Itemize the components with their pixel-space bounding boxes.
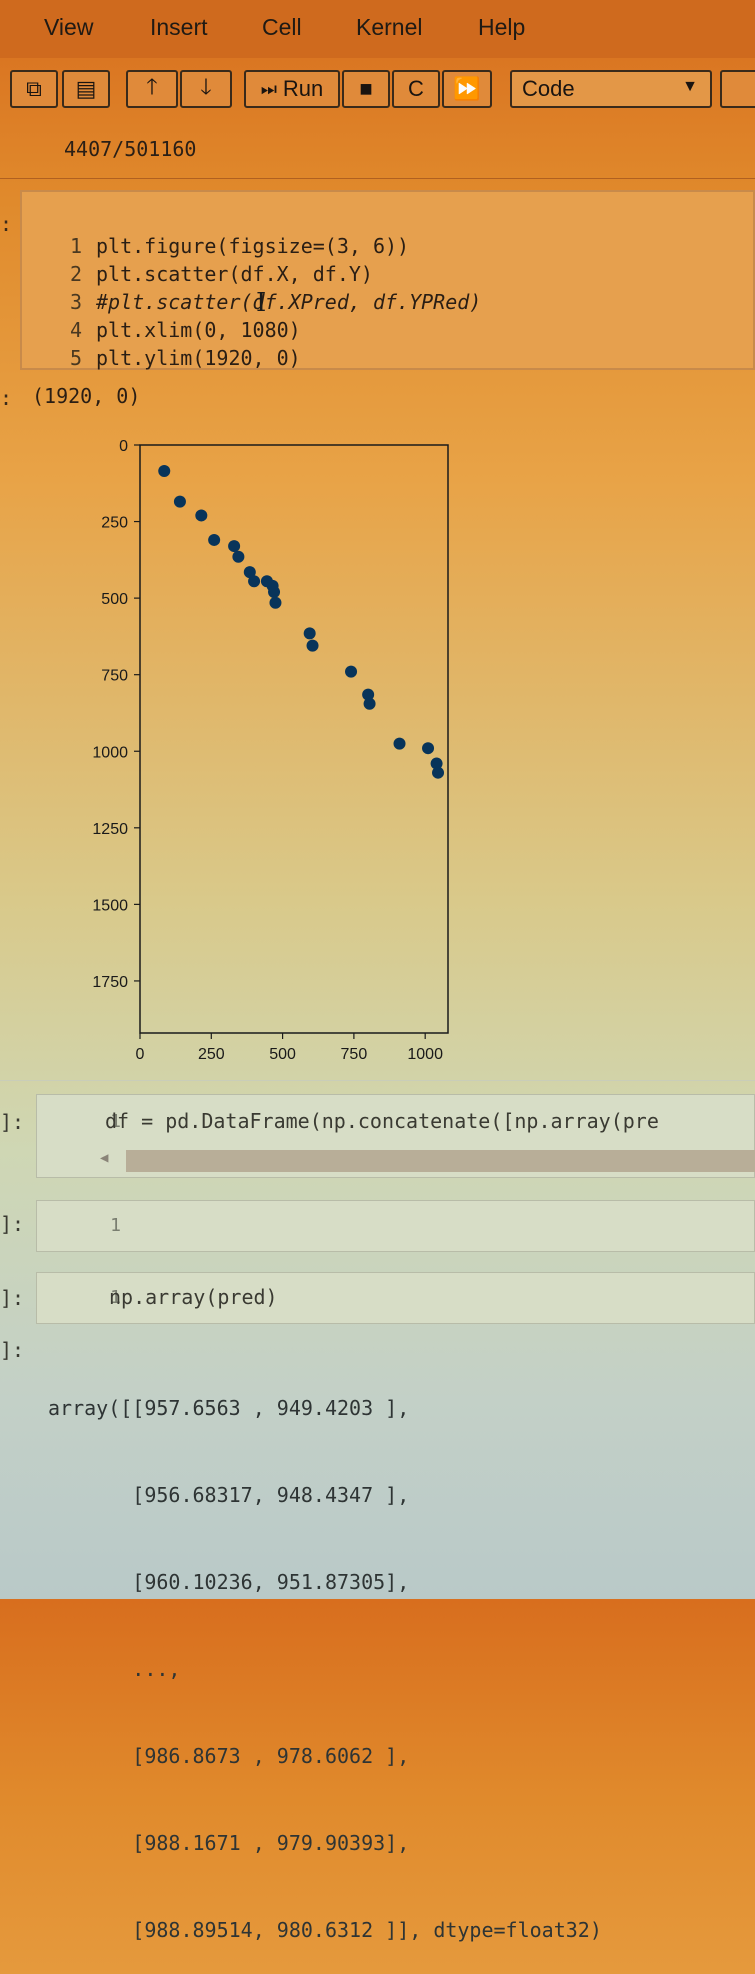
y-tick-label: 1250 — [92, 821, 128, 838]
data-point — [269, 596, 282, 609]
output-line: [956.68317, 948.4347 ], — [48, 1483, 410, 1507]
chevron-left-icon[interactable]: ◀ — [100, 1150, 109, 1166]
data-point — [195, 509, 208, 522]
y-tick-label: 0 — [119, 438, 128, 455]
y-tick-label: 250 — [101, 515, 128, 532]
code-line: 3 #plt.scatter(df.XPred, df.YPRed) — [69, 290, 482, 314]
output-line: 4407/501160 — [64, 137, 197, 161]
data-point — [158, 465, 171, 478]
run-label: Run — [282, 76, 324, 101]
x-tick-label: 1000 — [407, 1046, 443, 1063]
code-line: np.array(pred) — [109, 1285, 278, 1309]
code-line: 5 plt.ylim(1920, 0) — [69, 346, 301, 370]
output-prompt: ]: — [0, 1338, 25, 1362]
copy-button[interactable]: ⧉ — [10, 70, 58, 108]
fast-forward-icon: ⏩ — [453, 76, 481, 101]
x-tick-label: 0 — [136, 1046, 145, 1063]
data-point — [306, 639, 319, 652]
scatter-chart: 0 250 500 750 1000 1250 1500 1750 0 250 500 750 1000 — [92, 438, 449, 1063]
menu-view[interactable]: View — [44, 14, 94, 40]
cell-divider — [0, 1080, 755, 1081]
horizontal-scrollbar[interactable] — [126, 1150, 755, 1172]
menubar: View Insert Cell Kernel Help — [0, 0, 755, 58]
output-line: [960.10236, 951.87305], — [48, 1570, 410, 1594]
data-point — [362, 688, 375, 701]
move-up-button[interactable]: 🡑 — [126, 70, 178, 108]
menu-help[interactable]: Help — [478, 14, 526, 40]
data-point — [248, 575, 261, 588]
input-prompt: : — [0, 212, 13, 236]
chevron-down-icon: ▼ — [682, 78, 698, 95]
run-icon: ⏭ — [260, 78, 277, 99]
code-cell[interactable]: 1 plt.figure(figsize=(3, 6)) 2 plt.scatter… — [20, 190, 755, 370]
menu-cell[interactable]: Cell — [262, 14, 302, 40]
paste-icon: ▤ — [75, 76, 97, 101]
input-prompt: ]: — [0, 1212, 25, 1236]
x-tick-label: 250 — [198, 1046, 225, 1063]
array-output: array([[957.6563 , 949.4203 ], [956.6831… — [48, 1336, 602, 1974]
code-line: df = pd.DataFrame(np.concatenate([np.arr… — [105, 1109, 659, 1133]
line-number: 1 — [110, 1287, 121, 1308]
restart-button[interactable]: C — [392, 70, 440, 108]
stop-icon: ■ — [359, 76, 373, 101]
code-line: 1 plt.figure(figsize=(3, 6)) — [69, 234, 410, 258]
data-point — [208, 533, 221, 546]
cell-output-text: (1920, 0) — [32, 384, 141, 408]
paste-button[interactable]: ▤ — [62, 70, 110, 108]
command-palette-button[interactable] — [720, 70, 755, 108]
code-line: 2 plt.scatter(df.X, df.Y) — [69, 262, 373, 286]
data-point — [303, 627, 316, 640]
output-line: array([[957.6563 , 949.4203 ], — [48, 1396, 410, 1420]
x-tick-label: 750 — [341, 1046, 368, 1063]
line-number: 1 — [110, 1215, 121, 1236]
output-prompt: : — [0, 386, 13, 410]
data-point — [243, 566, 256, 579]
data-point — [345, 665, 358, 678]
y-tick-label: 500 — [101, 591, 128, 608]
x-tick-label: 500 — [269, 1046, 296, 1063]
stop-button[interactable]: ■ — [342, 70, 390, 108]
move-down-icon: 🡓 — [200, 74, 212, 99]
data-point — [430, 757, 443, 770]
output-line: [986.8673 , 978.6062 ], — [48, 1744, 410, 1768]
y-tick-label: 1500 — [92, 897, 128, 914]
y-tick-label: 1000 — [92, 744, 128, 761]
text-cursor-icon: I — [256, 288, 267, 318]
data-point — [173, 495, 186, 508]
cell-type-select[interactable]: Code ▼ — [510, 70, 712, 108]
y-tick-label: 1750 — [92, 974, 128, 991]
data-point — [432, 766, 445, 779]
input-prompt: ]: — [0, 1286, 25, 1310]
output-line: [988.1671 , 979.90393], — [48, 1831, 410, 1855]
data-point — [363, 697, 376, 710]
data-point — [393, 737, 406, 750]
run-button[interactable]: ⏭ Run — [244, 70, 340, 108]
data-point — [268, 586, 281, 598]
output-line: 4406/501160 — [64, 104, 197, 128]
restart-icon: C — [408, 76, 424, 101]
cell-type-value: Code — [522, 76, 575, 101]
code-line: 4 plt.xlim(0, 1080) — [69, 318, 301, 342]
move-up-icon: 🡑 — [146, 74, 158, 99]
code-cell[interactable]: 1 np.array(pred) — [36, 1272, 755, 1324]
input-prompt: ]: — [0, 1110, 25, 1134]
y-tick-label: 750 — [101, 668, 128, 685]
plot-frame — [139, 444, 449, 1034]
menu-kernel[interactable]: Kernel — [356, 14, 423, 40]
output-line: ..., — [48, 1657, 181, 1681]
previous-cell-output: 4406/501160 4407/501160 — [64, 112, 196, 166]
copy-icon: ⧉ — [26, 76, 42, 101]
run-all-button[interactable]: ⏩ — [442, 70, 492, 108]
menu-insert[interactable]: Insert — [150, 14, 208, 40]
output-line: [988.89514, 980.6312 ]], dtype=float32) — [48, 1918, 602, 1942]
data-point — [228, 540, 241, 553]
line-number: 1 — [110, 1111, 121, 1132]
toolbar: ⧉ ▤ 🡑 🡓 ⏭ Run ■ C ⏩ Code ▼ — [0, 62, 755, 116]
data-point — [422, 742, 435, 755]
data-point — [232, 550, 245, 563]
cell-divider — [0, 178, 755, 179]
code-cell[interactable]: 1 — [36, 1200, 755, 1252]
move-down-button[interactable]: 🡓 — [180, 70, 232, 108]
